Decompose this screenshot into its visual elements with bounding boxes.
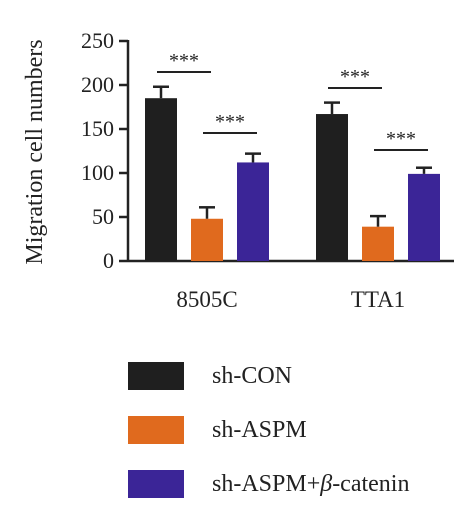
y-tick-label-100: 100	[81, 160, 114, 185]
bar-8505C-series-2	[237, 162, 269, 261]
bar-TTA1-series-0	[316, 114, 348, 261]
legend-label-suffix: -catenin	[332, 470, 410, 497]
legend-swatch-sh-con	[128, 362, 184, 390]
legend-label-beta: β	[320, 470, 333, 497]
x-tick-label-TTA1: TTA1	[351, 287, 405, 312]
significance-label-0: ***	[169, 50, 199, 72]
legend-label-sh-con: sh-CON	[212, 362, 293, 389]
legend-label-sh-aspm: sh-ASPM	[212, 416, 307, 443]
legend-label-prefix: sh-ASPM+	[212, 470, 321, 497]
bar-chart: Migration cell numbers 0 50 100 150 200 250 8…	[22, 28, 454, 312]
bar-8505C-series-1	[191, 218, 223, 261]
x-axis: 8505C TTA1	[128, 259, 454, 312]
bars-group	[145, 85, 440, 261]
y-axis: 0 50 100 150 200 250	[81, 28, 130, 273]
bar-TTA1-series-1	[362, 226, 394, 261]
y-tick-label-50: 50	[92, 204, 114, 229]
bar-8505C-series-0	[145, 98, 177, 261]
y-tick-label-0: 0	[103, 248, 114, 273]
significance-label-1: ***	[215, 111, 245, 133]
legend-swatch-sh-aspm-catenin	[128, 470, 184, 498]
significance-group: *** *** *** ***	[157, 50, 428, 151]
bar-TTA1-series-2	[408, 173, 440, 261]
legend-label-sh-aspm-catenin: sh-ASPM+β-catenin	[212, 471, 409, 498]
legend-item-sh-con: sh-CON	[128, 358, 409, 394]
legend-item-sh-aspm: sh-ASPM	[128, 412, 409, 448]
legend: sh-CON sh-ASPM sh-ASPM+β-catenin	[128, 358, 409, 520]
y-tick-label-200: 200	[81, 72, 114, 97]
legend-item-sh-aspm-catenin: sh-ASPM+β-catenin	[128, 466, 409, 502]
x-tick-label-8505C: 8505C	[176, 287, 237, 312]
y-tick-label-150: 150	[81, 116, 114, 141]
y-axis-title: Migration cell numbers	[22, 39, 48, 264]
legend-swatch-sh-aspm	[128, 416, 184, 444]
significance-label-3: ***	[386, 128, 416, 150]
significance-label-2: ***	[340, 66, 370, 88]
y-tick-label-250: 250	[81, 28, 114, 53]
